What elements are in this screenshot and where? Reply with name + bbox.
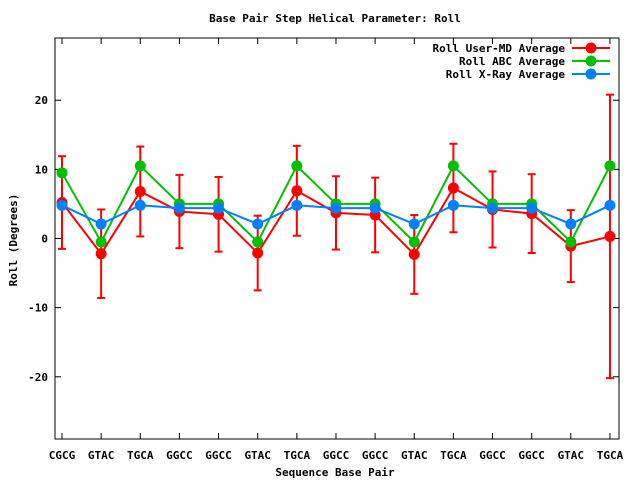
y-tick-label: 0 <box>41 233 48 246</box>
data-point <box>134 160 146 172</box>
data-point <box>369 202 381 214</box>
plot-frame <box>54 37 620 440</box>
x-axis: CGCG GTAC TGCA GGCC GGCC GTAC TGCA GGCC GGCC GTAC… <box>49 38 624 462</box>
data-point <box>604 160 616 172</box>
data-point <box>252 236 264 248</box>
x-axis-title: Sequence Base Pair <box>275 466 395 479</box>
series-layer <box>56 93 616 380</box>
data-point <box>56 199 68 211</box>
data-point <box>134 199 146 211</box>
x-tick-label: CGCG <box>49 449 76 462</box>
data-point <box>408 218 420 230</box>
legend-label: Roll User-MD Average <box>433 42 566 55</box>
data-point <box>291 160 303 172</box>
data-point <box>56 167 68 179</box>
legend-marker <box>585 68 597 80</box>
x-tick-label: GTAC <box>558 449 585 462</box>
data-point <box>604 230 616 242</box>
data-point <box>526 202 538 214</box>
x-tick-label: TGCA <box>127 449 154 462</box>
y-tick-label: -20 <box>28 371 48 384</box>
data-point <box>291 199 303 211</box>
data-point <box>95 218 107 230</box>
series-group <box>56 199 616 230</box>
x-tick-label: GTAC <box>88 449 115 462</box>
x-tick-label: TGCA <box>597 449 624 462</box>
series-group <box>56 93 616 380</box>
data-point <box>291 185 303 197</box>
data-point <box>252 247 264 259</box>
x-tick-label: TGCA <box>284 449 311 462</box>
data-point <box>408 236 420 248</box>
y-tick-label: -10 <box>28 302 48 315</box>
x-tick-label: GGCC <box>205 449 232 462</box>
data-point <box>213 202 225 214</box>
x-tick-label: GGCC <box>323 449 350 462</box>
data-point <box>408 248 420 260</box>
data-point <box>565 218 577 230</box>
x-tick-label: TGCA <box>440 449 467 462</box>
y-axis-title: Roll (Degrees) <box>7 194 20 287</box>
data-point <box>487 202 499 214</box>
chart-title: Base Pair Step Helical Parameter: Roll <box>209 12 461 25</box>
data-point <box>447 182 459 194</box>
x-tick-label: GTAC <box>401 449 428 462</box>
legend-label: Roll ABC Average <box>459 55 565 68</box>
y-tick-label: 10 <box>35 163 48 176</box>
data-point <box>604 199 616 211</box>
x-tick-label: GGCC <box>518 449 545 462</box>
legend-label: Roll X-Ray Average <box>446 68 566 81</box>
x-tick-label: GGCC <box>362 449 389 462</box>
y-tick-label: 20 <box>35 94 48 107</box>
x-tick-label: GTAC <box>244 449 271 462</box>
legend-marker <box>585 42 597 54</box>
data-point <box>95 248 107 260</box>
data-point <box>565 236 577 248</box>
data-point <box>447 160 459 172</box>
x-tick-label: GGCC <box>166 449 193 462</box>
y-axis: -20 -10 0 10 20 <box>28 94 619 384</box>
data-point <box>134 185 146 197</box>
data-point <box>447 199 459 211</box>
legend-marker <box>585 55 597 67</box>
data-point <box>330 202 342 214</box>
x-tick-label: GGCC <box>479 449 506 462</box>
data-point <box>173 202 185 214</box>
data-point <box>95 236 107 248</box>
data-point <box>252 218 264 230</box>
